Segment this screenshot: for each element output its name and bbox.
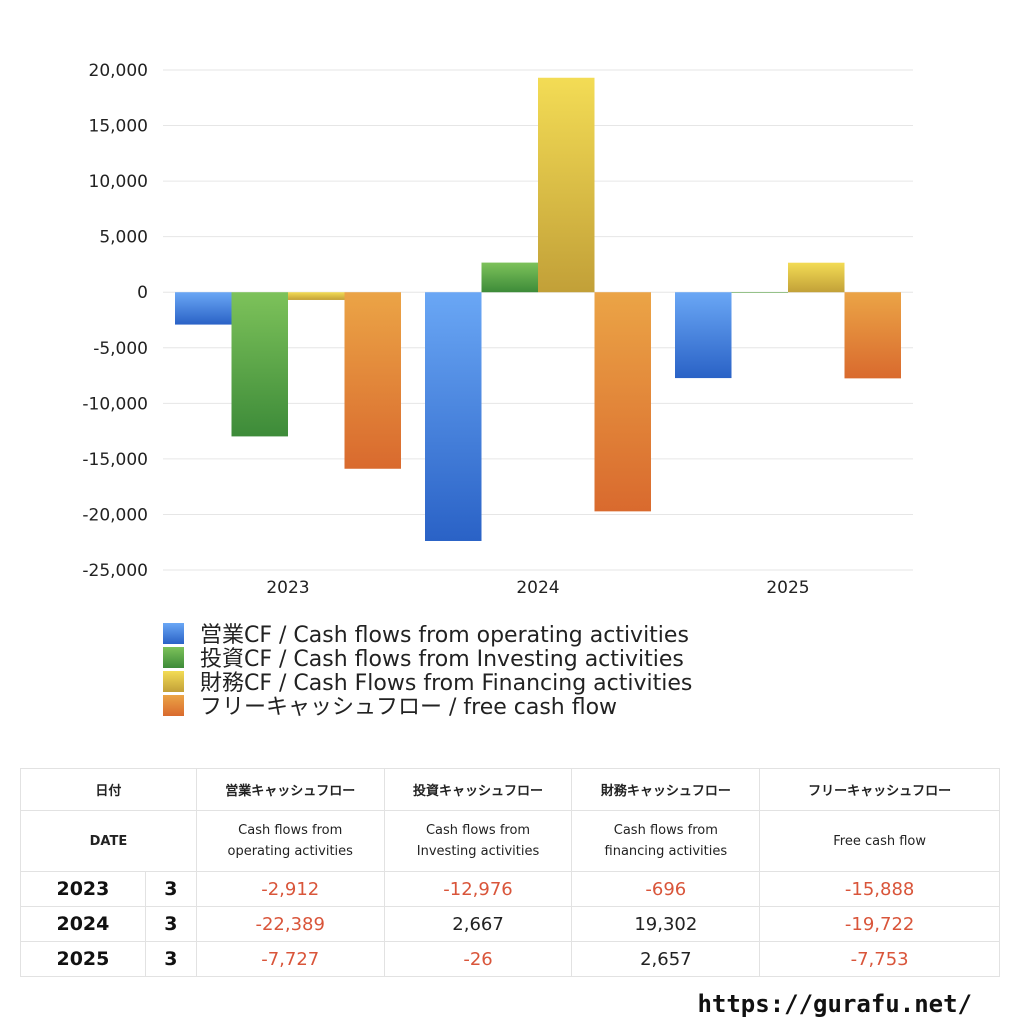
header-financing-en-line1: Cash flows from [613, 823, 718, 838]
bar [231, 292, 288, 437]
row-operating: -7,727 [195, 941, 385, 977]
bar [481, 262, 538, 293]
row-free: -7,753 [759, 941, 1000, 977]
header-financing-en-line2: financing activities [604, 844, 728, 859]
legend-item-investing: 投資CF / Cash flows from Investing activit… [163, 645, 692, 672]
header-investing-en-line1: Cash flows from [425, 823, 531, 838]
header-operating-en: Cash flows from operating activities [195, 810, 385, 872]
row-financing: 19,302 [571, 906, 761, 942]
header-free-ja: フリーキャッシュフロー [759, 768, 1000, 811]
table-header-ja: 日付 営業キャッシュフロー 投資キャッシュフロー 財務キャッシュフロー フリーキ… [20, 768, 1000, 811]
table-row: 2023 3 -2,912 -12,976 -696 -15,888 [20, 871, 1000, 907]
row-investing: 2,667 [383, 906, 573, 942]
x-tick-label: 2025 [766, 578, 809, 598]
legend-label-operating: 営業CF / Cash flows from operating activit… [200, 623, 689, 648]
bar [594, 292, 651, 512]
row-financing: 2,657 [571, 941, 761, 977]
y-tick-label: 20,000 [89, 61, 148, 81]
bar [788, 262, 845, 293]
row-month: 3 [144, 906, 197, 942]
row-year: 2023 [20, 871, 146, 907]
cash-flow-bar-chart: 20,000 15,000 10,000 5,000 0 -5,000 -10,000 -15… [82, 61, 913, 598]
row-year: 2024 [20, 906, 146, 942]
bar [844, 292, 901, 379]
y-tick-label: -5,000 [93, 339, 148, 359]
legend-label-investing: 投資CF / Cash flows from Investing activit… [200, 647, 684, 672]
y-tick-label: 5,000 [99, 228, 148, 248]
row-financing: -696 [571, 871, 761, 907]
y-tick-label: 15,000 [89, 117, 148, 137]
chart-legend: 営業CF / Cash flows from operating activit… [163, 621, 692, 720]
x-tick-label: 2024 [516, 578, 559, 598]
cash-flow-table: 日付 営業キャッシュフロー 投資キャッシュフロー 財務キャッシュフロー フリーキ… [20, 768, 1000, 977]
row-month: 3 [144, 871, 197, 907]
y-tick-label: -10,000 [82, 394, 148, 414]
legend-item-operating: 営業CF / Cash flows from operating activit… [163, 621, 692, 648]
bar [538, 77, 595, 293]
row-year: 2025 [20, 941, 146, 977]
header-date-ja: 日付 [20, 768, 197, 811]
y-tick-label: -15,000 [82, 450, 148, 470]
bar [344, 292, 401, 469]
y-tick-label: 0 [137, 283, 148, 303]
site-url[interactable]: https://gurafu.net/ [697, 990, 972, 1018]
header-operating-en-line2: operating activities [227, 844, 353, 859]
row-free: -19,722 [759, 906, 1000, 942]
header-operating-en-line1: Cash flows from [238, 823, 343, 838]
header-operating-ja: 営業キャッシュフロー [195, 768, 385, 811]
table-header-en: DATE Cash flows from operating activitie… [20, 810, 1000, 872]
row-operating: -2,912 [195, 871, 385, 907]
row-operating: -22,389 [195, 906, 385, 942]
bar [175, 292, 232, 325]
legend-swatch-operating [163, 622, 184, 644]
row-free: -15,888 [759, 871, 1000, 907]
header-date-en: DATE [20, 810, 197, 872]
legend-item-financing: 財務CF / Cash Flows from Financing activit… [163, 669, 692, 696]
header-financing-ja: 財務キャッシュフロー [571, 768, 761, 811]
legend-label-financing: 財務CF / Cash Flows from Financing activit… [200, 671, 693, 696]
bar [425, 292, 482, 541]
legend-item-free: フリーキャッシュフロー / free cash flow [163, 693, 692, 720]
header-investing-en-line2: Investing activities [416, 844, 540, 859]
table-row: 2024 3 -22,389 2,667 19,302 -19,722 [20, 906, 1000, 942]
row-month: 3 [144, 941, 197, 977]
row-investing: -26 [383, 941, 573, 977]
legend-label-free: フリーキャッシュフロー / free cash flow [200, 695, 618, 720]
header-financing-en: Cash flows from financing activities [571, 810, 761, 872]
bar [731, 292, 788, 293]
y-tick-label: 10,000 [89, 172, 148, 192]
legend-swatch-financing [163, 670, 184, 692]
x-tick-label: 2023 [266, 578, 309, 598]
header-investing-en: Cash flows from Investing activities [383, 810, 573, 872]
y-tick-label: -25,000 [82, 561, 148, 581]
bar [675, 292, 732, 379]
row-investing: -12,976 [383, 871, 573, 907]
bar [288, 292, 345, 300]
header-free-en: Free cash flow [759, 810, 1000, 872]
legend-swatch-investing [163, 646, 184, 668]
table-row: 2025 3 -7,727 -26 2,657 -7,753 [20, 941, 1000, 977]
header-investing-ja: 投資キャッシュフロー [383, 768, 573, 811]
legend-swatch-free [163, 694, 184, 716]
y-tick-label: -20,000 [82, 505, 148, 525]
